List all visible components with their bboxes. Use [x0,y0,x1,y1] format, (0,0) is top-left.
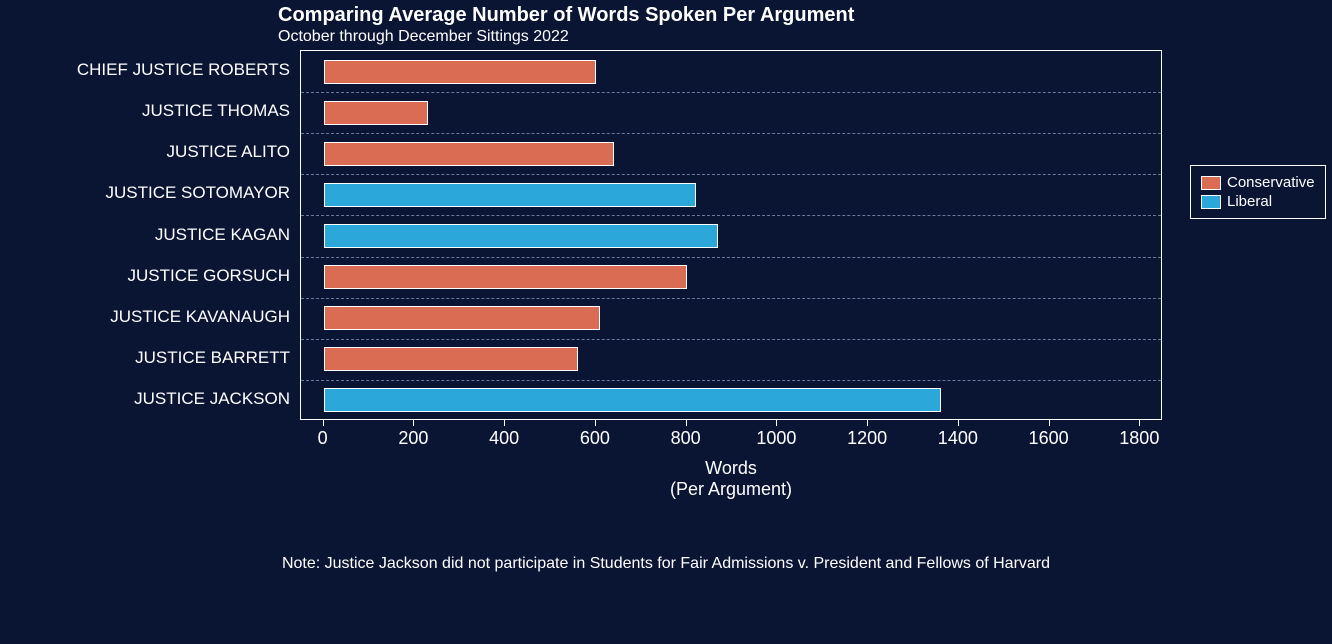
x-tick [595,420,596,426]
x-tick [686,420,687,426]
gridline [301,133,1161,134]
legend-label: Liberal [1227,193,1272,210]
x-tick-label: 400 [489,428,519,449]
x-tick [323,420,324,426]
y-axis-label: CHIEF JUSTICE ROBERTS [77,60,290,80]
x-tick-label: 0 [318,428,328,449]
x-axis-title-line2: (Per Argument) [670,479,792,499]
x-tick [958,420,959,426]
x-tick [867,420,868,426]
gridline [301,339,1161,340]
bar [324,142,614,166]
x-tick [413,420,414,426]
gridline [301,257,1161,258]
x-tick-label: 1000 [756,428,796,449]
y-axis-label: JUSTICE JACKSON [134,389,290,409]
legend: Conservative Liberal [1190,165,1326,219]
x-tick-label: 1200 [847,428,887,449]
y-axis-label: JUSTICE BARRETT [135,348,290,368]
chart-footnote: Note: Justice Jackson did not participat… [0,555,1332,573]
x-tick-label: 200 [398,428,428,449]
x-tick [1139,420,1140,426]
gridline [301,174,1161,175]
x-tick [1049,420,1050,426]
x-tick-label: 800 [671,428,701,449]
gridline [301,215,1161,216]
bar [324,347,578,371]
y-axis-label: JUSTICE ALITO [167,142,290,162]
x-axis-title-line1: Words [705,458,757,478]
chart-title: Comparing Average Number of Words Spoken… [278,4,854,27]
y-axis-label: JUSTICE GORSUCH [128,266,290,286]
legend-swatch [1201,195,1221,209]
y-axis-label: JUSTICE THOMAS [142,101,290,121]
y-axis-label: JUSTICE KAVANAUGH [110,307,290,327]
bar [324,265,687,289]
gridline [301,380,1161,381]
x-tick [504,420,505,426]
chart-subtitle: October through December Sittings 2022 [278,28,569,46]
x-tick-label: 1600 [1029,428,1069,449]
gridline [301,298,1161,299]
x-tick [776,420,777,426]
bar [324,60,596,84]
x-tick-label: 1400 [938,428,978,449]
x-tick-label: 600 [580,428,610,449]
chart-root: Comparing Average Number of Words Spoken… [0,0,1332,644]
legend-item: Conservative [1201,174,1315,191]
bar [324,388,941,412]
gridline [301,92,1161,93]
bar [324,183,696,207]
legend-label: Conservative [1227,174,1315,191]
legend-item: Liberal [1201,193,1315,210]
bar [324,101,428,125]
x-tick-label: 1800 [1119,428,1159,449]
y-axis-label: JUSTICE SOTOMAYOR [105,183,290,203]
legend-swatch [1201,176,1221,190]
bar [324,224,719,248]
y-axis-label: JUSTICE KAGAN [155,225,290,245]
bar [324,306,601,330]
x-axis-title: Words (Per Argument) [300,458,1162,500]
plot-area [300,50,1162,420]
